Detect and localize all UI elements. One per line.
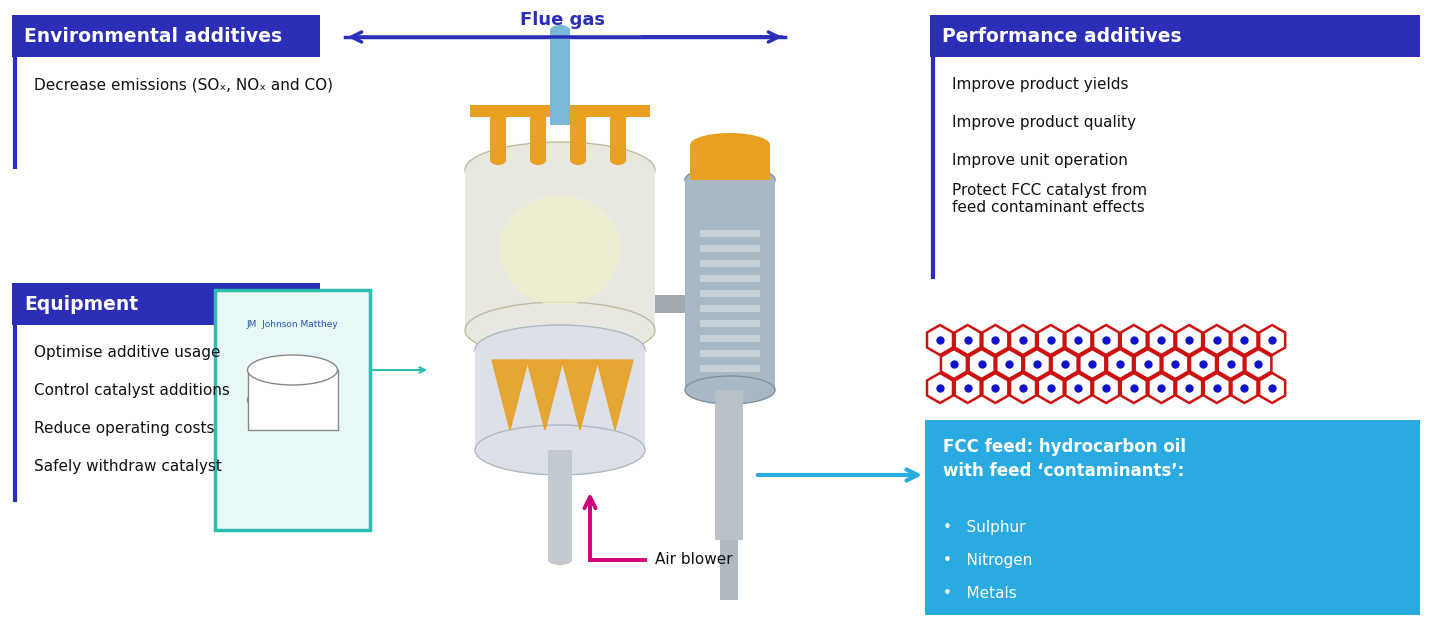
Bar	[700, 260, 760, 267]
Bar	[700, 335, 760, 342]
Bar	[930, 15, 1420, 57]
Bar	[700, 275, 760, 282]
Ellipse shape	[548, 555, 572, 565]
Polygon shape	[597, 360, 633, 430]
Text: Decrease emissions (SOₓ, NOₓ and CO): Decrease emissions (SOₓ, NOₓ and CO)	[34, 78, 333, 93]
Bar	[700, 290, 760, 297]
Text: •   Metals: • Metals	[943, 586, 1017, 601]
Text: Air blower: Air blower	[655, 553, 733, 567]
Bar	[685, 180, 776, 390]
Bar	[700, 230, 760, 237]
Bar	[700, 365, 760, 372]
Bar	[716, 390, 743, 540]
Bar	[570, 105, 587, 160]
Text: Control catalyst additions: Control catalyst additions	[34, 384, 230, 399]
Ellipse shape	[685, 376, 776, 404]
Ellipse shape	[489, 155, 507, 165]
Text: •   Sulphur: • Sulphur	[943, 520, 1026, 535]
Ellipse shape	[610, 155, 625, 165]
Bar	[11, 283, 321, 325]
Ellipse shape	[685, 166, 776, 194]
Text: Equipment: Equipment	[24, 295, 139, 314]
Bar	[655, 295, 685, 313]
Polygon shape	[527, 360, 562, 430]
Text: Protect FCC catalyst from
feed contaminant effects: Protect FCC catalyst from feed contamina…	[952, 183, 1148, 215]
Ellipse shape	[475, 325, 645, 375]
Ellipse shape	[690, 133, 770, 157]
Bar	[610, 105, 625, 160]
Text: Flue gas: Flue gas	[521, 11, 605, 29]
Ellipse shape	[499, 195, 620, 305]
Ellipse shape	[248, 355, 338, 385]
Bar	[690, 145, 770, 180]
Bar	[475, 350, 645, 450]
Bar	[700, 245, 760, 252]
Bar	[248, 370, 338, 430]
Bar	[529, 105, 547, 160]
Ellipse shape	[529, 155, 547, 165]
Text: Improve product yields: Improve product yields	[952, 78, 1129, 93]
Bar	[924, 420, 1420, 615]
Bar	[548, 450, 572, 560]
Text: Safely withdraw catalyst: Safely withdraw catalyst	[34, 459, 222, 475]
Ellipse shape	[248, 385, 338, 415]
Bar	[700, 350, 760, 357]
Ellipse shape	[570, 155, 587, 165]
Bar	[469, 105, 650, 117]
Bar	[700, 305, 760, 312]
Polygon shape	[492, 360, 528, 430]
Text: JM  Johnson Matthey: JM Johnson Matthey	[246, 320, 338, 329]
Bar	[489, 105, 507, 160]
Bar	[465, 170, 655, 330]
Text: Optimise additive usage: Optimise additive usage	[34, 346, 220, 360]
Text: Performance additives: Performance additives	[942, 27, 1182, 45]
Text: Improve product quality: Improve product quality	[952, 115, 1136, 131]
Polygon shape	[562, 360, 598, 430]
Text: •   Nitrogen: • Nitrogen	[943, 553, 1032, 568]
Text: Reduce operating costs: Reduce operating costs	[34, 422, 215, 437]
Bar	[550, 30, 570, 125]
Text: Environmental additives: Environmental additives	[24, 27, 282, 45]
Bar	[700, 320, 760, 327]
Ellipse shape	[465, 302, 655, 358]
Ellipse shape	[550, 25, 570, 35]
Ellipse shape	[475, 425, 645, 475]
Text: Improve unit operation: Improve unit operation	[952, 153, 1128, 168]
Bar	[215, 290, 371, 530]
Bar	[720, 540, 738, 600]
Ellipse shape	[465, 142, 655, 198]
Bar	[11, 15, 321, 57]
Text: FCC feed: hydrocarbon oil
with feed ‘contaminants’:: FCC feed: hydrocarbon oil with feed ‘con…	[943, 438, 1186, 480]
